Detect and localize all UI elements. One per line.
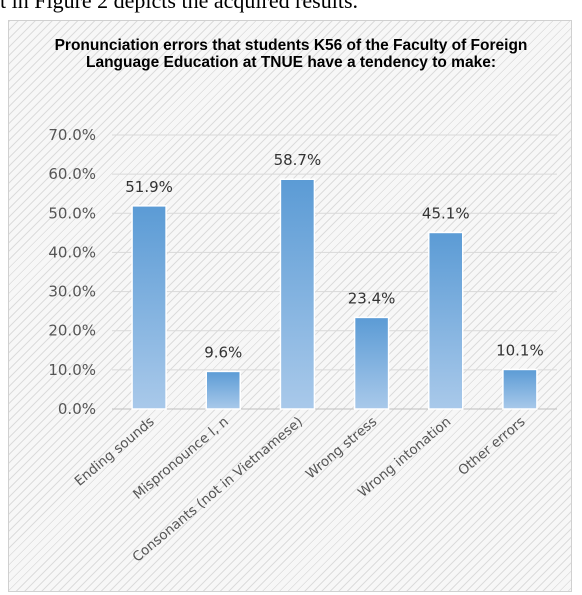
bar <box>205 370 241 410</box>
y-tick-label: 10.0% <box>48 361 96 379</box>
y-tick-label: 60.0% <box>48 165 96 183</box>
bar <box>131 205 167 410</box>
y-tick-label: 0.0% <box>58 400 96 418</box>
bar <box>353 316 390 410</box>
data-label: 23.4% <box>348 289 396 307</box>
data-label: 45.1% <box>422 204 470 222</box>
bar <box>428 231 464 410</box>
data-label: 10.1% <box>496 341 544 359</box>
data-label: 58.7% <box>274 151 322 169</box>
data-labels: 51.9% 9.6% 58.7% 23.4% 45.1% 10.1% <box>125 151 543 361</box>
category-label: Wrong stress <box>303 414 380 483</box>
chart-title: Pronunciation errors that students K56 o… <box>54 37 528 71</box>
data-label: 9.6% <box>204 343 242 361</box>
category-label: Other errors <box>455 414 528 479</box>
bars <box>131 178 538 410</box>
y-tick-label: 70.0% <box>48 126 96 144</box>
bar <box>279 178 316 410</box>
y-tick-label: 40.0% <box>48 243 96 261</box>
y-tick-label: 30.0% <box>48 283 96 301</box>
y-tick-label: 50.0% <box>48 204 96 222</box>
grid-lines <box>112 134 557 410</box>
data-label: 51.9% <box>125 178 173 196</box>
y-axis: 0.0% 10.0% 20.0% 30.0% 40.0% 50.0% 60.0% 70.0% <box>48 126 96 418</box>
page-caption: t in Figure 2 depicts the acquired resul… <box>0 0 359 13</box>
bar <box>502 368 538 410</box>
y-tick-label: 20.0% <box>48 322 96 340</box>
